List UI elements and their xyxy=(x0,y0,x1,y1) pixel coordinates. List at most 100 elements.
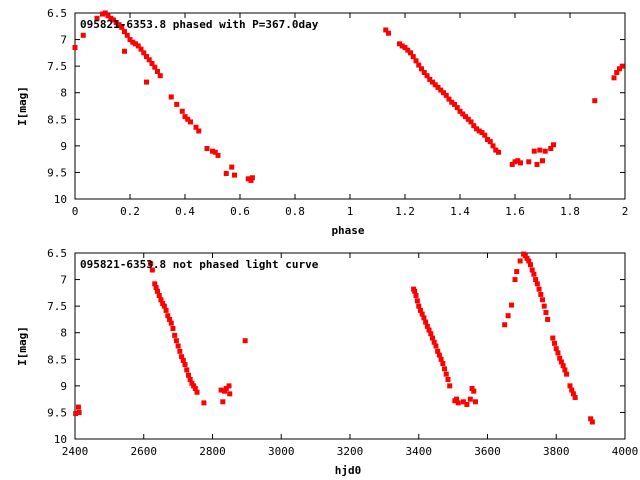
data-point xyxy=(248,177,254,183)
y-tick-label: 7.5 xyxy=(47,60,67,73)
data-point xyxy=(464,401,470,407)
data-point xyxy=(502,322,508,328)
data-point xyxy=(493,147,499,153)
data-point xyxy=(210,148,215,154)
data-point xyxy=(550,335,556,341)
data-point xyxy=(469,386,475,392)
data-point xyxy=(517,258,523,264)
data-point xyxy=(463,114,468,120)
data-point xyxy=(505,313,511,319)
data-point xyxy=(471,388,477,394)
x-tick-label: 0.2 xyxy=(120,205,140,218)
data-point xyxy=(163,307,169,313)
data-point xyxy=(173,338,179,344)
data-point xyxy=(187,376,193,382)
data-point xyxy=(474,126,479,132)
data-point xyxy=(413,58,419,64)
data-point xyxy=(144,79,149,85)
data-point xyxy=(471,123,477,129)
data-point xyxy=(141,50,147,56)
y-tick-label: 7 xyxy=(60,274,67,287)
data-point xyxy=(192,386,198,392)
data-point xyxy=(412,288,418,294)
data-point xyxy=(229,164,235,170)
chart-title: 095821-6353.8 not phased light curve xyxy=(80,258,319,271)
data-point xyxy=(185,372,191,378)
data-point xyxy=(232,172,237,178)
data-point xyxy=(75,404,81,410)
phased-light-curve-chart: 0 0.2 0.4 0.6 0.8 1 1.2 1.4 1.6 1.8 2 6.5 7 7.5 8 8.5 9… xyxy=(16,7,628,237)
data-point xyxy=(174,101,180,107)
x-tick-label: 3600 xyxy=(474,445,501,458)
data-point xyxy=(446,96,452,102)
chart-title: 095821-6353.8 phased with P=367.0day xyxy=(80,18,319,31)
y-tick-label: 6.5 xyxy=(47,247,67,260)
y-tick-label: 10 xyxy=(54,433,67,446)
data-point xyxy=(245,176,251,182)
data-point xyxy=(490,143,496,149)
data-point xyxy=(552,340,558,346)
data-point xyxy=(548,146,554,152)
data-point xyxy=(149,60,155,66)
data-point xyxy=(560,363,566,369)
data-point xyxy=(611,75,617,81)
data-point xyxy=(383,27,389,33)
data-point xyxy=(196,128,202,134)
data-point xyxy=(468,119,474,125)
data-point xyxy=(165,313,171,319)
data-point xyxy=(538,291,544,297)
data-point xyxy=(419,66,424,72)
unphased-light-curve-chart: 2400 2600 2800 3000 3200 3400 3600 3800 4000 6.5… xyxy=(16,247,638,477)
data-point xyxy=(432,82,438,88)
data-point xyxy=(543,310,549,316)
data-point xyxy=(185,116,191,122)
data-point xyxy=(452,101,457,107)
data-point xyxy=(426,327,432,333)
data-point xyxy=(180,357,186,363)
y-tick-label: 8 xyxy=(60,327,67,340)
data-point xyxy=(482,132,488,138)
y-tick-label: 10 xyxy=(54,193,67,206)
data-point xyxy=(614,70,620,76)
y-tick-label: 8.5 xyxy=(47,113,67,126)
data-point xyxy=(567,383,573,389)
data-point xyxy=(440,361,446,367)
data-point xyxy=(148,261,154,267)
data-point xyxy=(218,387,224,393)
data-point xyxy=(564,371,570,377)
data-point xyxy=(433,343,439,349)
data-point xyxy=(223,386,229,392)
x-tick-label: 0.4 xyxy=(175,205,195,218)
data-point xyxy=(551,142,556,148)
data-point xyxy=(441,90,446,96)
x-tick-label: 2400 xyxy=(62,445,89,458)
data-point xyxy=(421,315,427,321)
x-axis-ticks: 0 0.2 0.4 0.6 0.8 1 1.2 1.4 1.6 1.8 2 xyxy=(72,13,628,218)
data-point xyxy=(436,352,442,358)
x-axis-label: phase xyxy=(331,224,364,237)
data-point xyxy=(215,152,221,158)
data-point xyxy=(410,54,416,60)
data-point xyxy=(467,396,473,402)
y-tick-label: 9.5 xyxy=(47,406,67,419)
data-point xyxy=(545,316,551,322)
x-tick-label: 2800 xyxy=(199,445,226,458)
y-tick-label: 9 xyxy=(60,380,67,393)
data-point xyxy=(485,136,490,142)
data-point xyxy=(242,338,248,344)
data-point xyxy=(152,281,158,287)
data-point xyxy=(424,73,430,79)
data-point xyxy=(212,149,218,155)
data-point xyxy=(472,399,478,405)
data-point xyxy=(447,383,453,389)
x-tick-label: 1.8 xyxy=(560,205,580,218)
data-point xyxy=(557,355,563,361)
data-point xyxy=(487,139,493,145)
data-point xyxy=(135,43,141,49)
data-point xyxy=(116,22,122,28)
data-point xyxy=(168,94,174,100)
data-point xyxy=(423,319,429,325)
data-point xyxy=(130,39,136,45)
data-point xyxy=(177,348,183,354)
